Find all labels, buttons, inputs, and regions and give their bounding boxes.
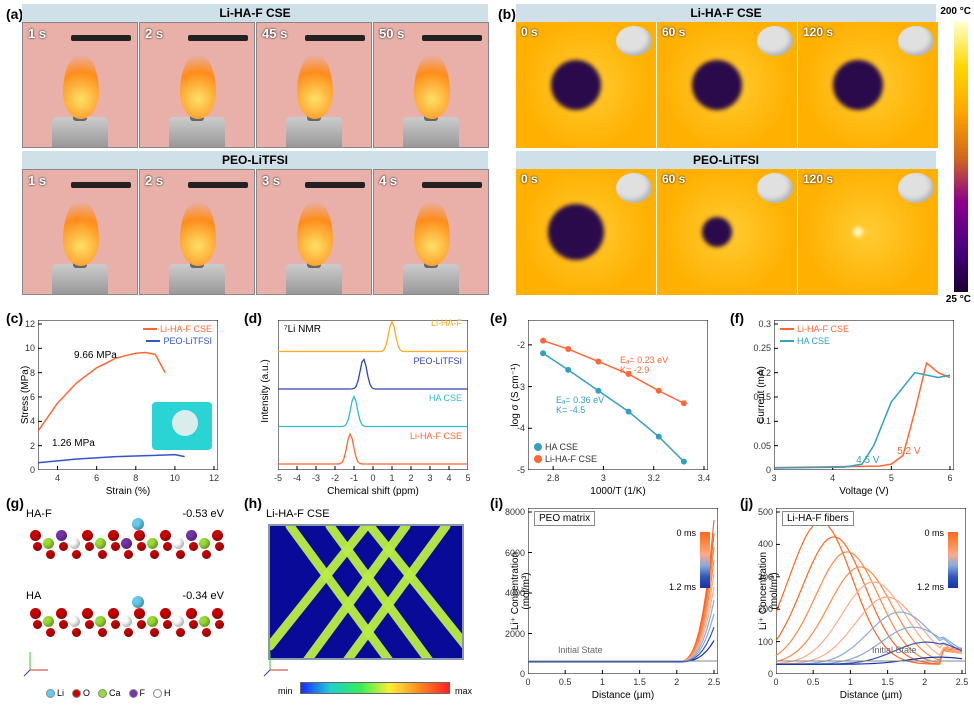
multi-panel-figure: (a) Li-HA-F CSE PEO-LiTFSI (b) Li-HA-F C… xyxy=(0,0,974,707)
panel-b-cb-min: 25 °C xyxy=(946,294,971,305)
panel-c-chart: 4681012024681012Strain (%)Stress (MPa)Li… xyxy=(38,320,218,470)
panel-e-label: (e) xyxy=(490,310,507,326)
flame-frame: 3 s xyxy=(256,169,372,295)
panel-h-label: (h) xyxy=(244,495,262,511)
flame-frame: 50 s xyxy=(373,22,489,148)
thermal-frame: 120 s xyxy=(798,22,938,148)
flame-frame: 2 s xyxy=(139,22,255,148)
panel-h-area: Li-HA-F CSEminmax xyxy=(262,508,472,698)
thermal-frame: 0 s xyxy=(516,22,656,148)
panel-a-title-top: Li-HA-F CSE xyxy=(22,4,488,22)
panel-f-chart: 345600.050.10.150.20.250.3Voltage (V)Cur… xyxy=(774,320,954,470)
panel-b-colorbar xyxy=(954,22,968,292)
panel-f-label: (f) xyxy=(730,310,744,326)
panel-b-title-bottom: PEO-LiTFSI xyxy=(516,151,936,169)
thermal-frame: 0 s xyxy=(516,169,656,295)
panel-a-title-bottom: PEO-LiTFSI xyxy=(22,151,488,169)
thermal-frame: 60 s xyxy=(657,22,797,148)
panel-a-label: (a) xyxy=(6,6,23,22)
flame-frame: 4 s xyxy=(373,169,489,295)
panel-j-label: (j) xyxy=(740,495,753,511)
thermal-frame: 120 s xyxy=(798,169,938,295)
panel-b-title-top: Li-HA-F CSE xyxy=(516,4,936,22)
flame-frame: 45 s xyxy=(256,22,372,148)
thermal-frame: 60 s xyxy=(657,169,797,295)
flame-frame: 1 s xyxy=(22,169,138,295)
panel-e-chart: 2.833.23.4-5-4-3-21000/T (1/K)log σ (S c… xyxy=(528,320,708,470)
panel-j-chart: 00.511.522.50100200300400500Distance (µm… xyxy=(776,508,966,674)
panel-d-label: (d) xyxy=(244,310,262,326)
flame-frame: 1 s xyxy=(22,22,138,148)
flame-frame: 2 s xyxy=(139,169,255,295)
panel-d-chart: -5-4-3-2-1012345Chemical shift (ppm)Inte… xyxy=(278,320,468,470)
panel-i-label: (i) xyxy=(490,495,503,511)
panel-g-area: HA-F-0.53 eVHA-0.34 eVLiOCaFH xyxy=(22,508,228,698)
panel-b-label: (b) xyxy=(498,6,516,22)
panel-c-label: (c) xyxy=(6,310,23,326)
panel-b-cb-max: 200 °C xyxy=(940,6,971,17)
panel-i-chart: 00.511.522.502000400060008000Distance (µ… xyxy=(528,508,718,674)
